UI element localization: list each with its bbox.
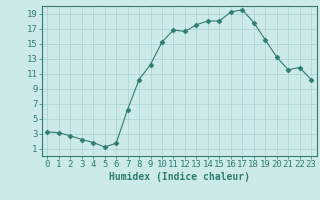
X-axis label: Humidex (Indice chaleur): Humidex (Indice chaleur): [109, 172, 250, 182]
